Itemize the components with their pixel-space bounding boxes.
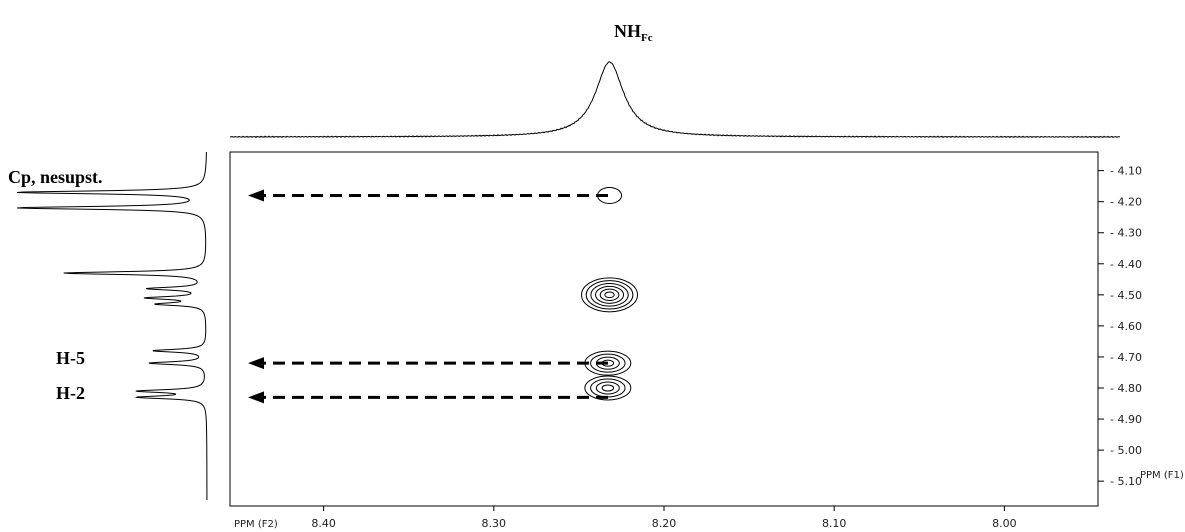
arrow-head — [248, 189, 264, 202]
arrow-head — [248, 391, 264, 404]
left-projection-trace — [16, 151, 208, 500]
contour-level — [590, 283, 629, 307]
f1-tick-label: - 4.70 — [1110, 351, 1142, 364]
f1-tick-label: - 4.40 — [1110, 258, 1142, 271]
contour-level — [585, 280, 634, 310]
nh-fc-label-sub: Fc — [641, 32, 653, 44]
nh-fc-label-main: NH — [614, 21, 641, 41]
arrow-head — [248, 357, 264, 370]
contour-level — [599, 288, 620, 302]
f1-axis: - 4.10 - 4.20 - 4.30 - 4.40 - 4.50 - 4.60 - 4.… — [1098, 165, 1142, 488]
f2-tick-label: 8.10 — [822, 517, 847, 530]
top-projection-trace — [229, 61, 1121, 139]
f1-tick-label: - 4.80 — [1110, 382, 1142, 395]
annotations: Cp, nesupst. H-5 H-2 — [8, 167, 103, 403]
cross-peak-contours — [581, 186, 639, 401]
plot-frame — [229, 151, 1099, 507]
left-projection — [16, 151, 208, 500]
f2-tick-label: 8.30 — [482, 517, 507, 530]
correlation-arrows — [248, 189, 608, 404]
f1-tick-label: - 4.10 — [1110, 165, 1142, 178]
f1-tick-label: - 5.10 — [1110, 475, 1142, 488]
f1-tick-label: - 4.60 — [1110, 320, 1142, 333]
top-projection: NHFc — [229, 21, 1121, 139]
contour-level — [595, 285, 625, 304]
contour-level — [584, 375, 632, 401]
f2-tick-label: 8.00 — [992, 517, 1017, 530]
annotation-h5: H-5 — [56, 348, 85, 368]
f1-tick-label: - 4.50 — [1110, 289, 1142, 302]
contour-level — [590, 353, 626, 373]
annotation-cp-nesupst: Cp, nesupst. — [8, 167, 103, 187]
f1-tick-label: - 4.30 — [1110, 227, 1142, 240]
annotation-h2: H-2 — [56, 383, 85, 403]
f2-axis-label: PPM (F2) — [234, 519, 278, 530]
f1-tick-label: - 4.90 — [1110, 413, 1142, 426]
f2-tick-label: 8.40 — [311, 517, 336, 530]
contour-level — [604, 291, 615, 299]
contour-level — [601, 384, 615, 392]
f2-tick-label: 8.20 — [652, 517, 677, 530]
contour-level — [595, 381, 620, 395]
f2-axis: 8.40 8.30 8.20 8.10 8.00 — [311, 506, 1017, 530]
contour-level — [581, 277, 639, 313]
nh-fc-label: NHFc — [614, 21, 653, 44]
f1-tick-label: - 4.20 — [1110, 196, 1142, 209]
f1-tick-label: - 5.00 — [1110, 444, 1142, 457]
f1-axis-label: PPM (F1) — [1140, 470, 1184, 481]
